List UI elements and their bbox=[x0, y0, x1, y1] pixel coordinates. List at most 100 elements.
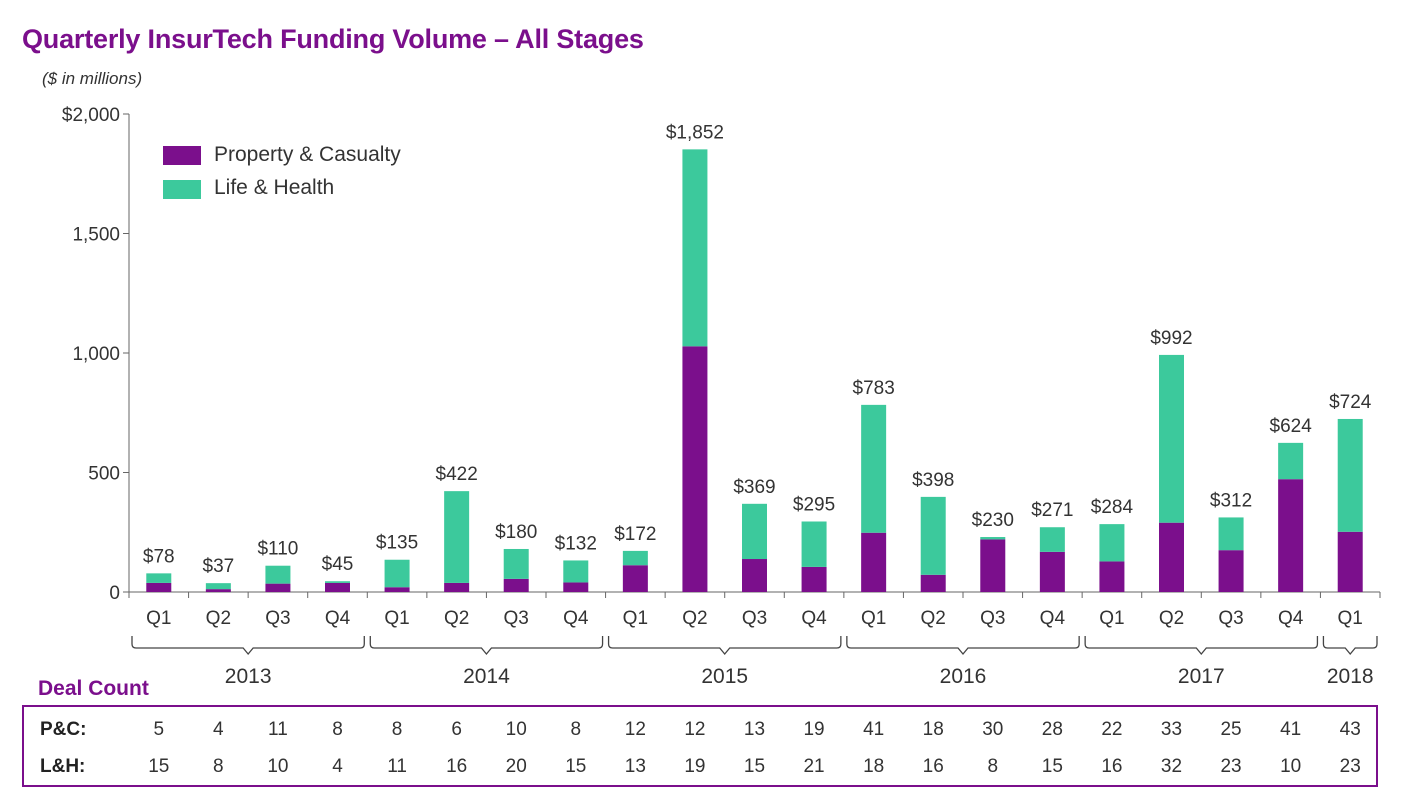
deal-count-lh-cell: 23 bbox=[1220, 756, 1242, 777]
deal-count-lh-cell: 15 bbox=[565, 756, 587, 777]
deal-count-pc-cell: 13 bbox=[743, 719, 766, 740]
y-tick-label: $2,000 bbox=[62, 105, 120, 126]
bar-life-health bbox=[801, 521, 827, 567]
deal-count-lh-cell: 21 bbox=[803, 756, 825, 777]
deal-count-lh-cell: 11 bbox=[387, 756, 407, 777]
bar-total-label: $135 bbox=[376, 533, 418, 554]
bar-property-casualty bbox=[742, 559, 767, 592]
x-tick-label: Q2 bbox=[444, 608, 469, 629]
pc-row-label: P&C: bbox=[40, 719, 87, 740]
bar-life-health bbox=[205, 583, 231, 590]
year-bracket bbox=[131, 636, 365, 656]
bar-property-casualty bbox=[1039, 551, 1065, 592]
x-tick-label: Q1 bbox=[861, 608, 886, 629]
bar-property-casualty bbox=[384, 587, 410, 592]
bar-total-label: $132 bbox=[555, 533, 597, 554]
y-tick-label: 500 bbox=[88, 464, 120, 485]
x-tick-label: Q3 bbox=[265, 608, 290, 629]
chart-title: Quarterly InsurTech Funding Volume – All… bbox=[22, 24, 644, 54]
year-label: 2016 bbox=[940, 665, 987, 688]
bar-property-casualty bbox=[325, 582, 350, 592]
y-tick-label: 1,000 bbox=[72, 344, 120, 365]
funding-bar-chart: 0 500 1,000 1,500 $2,000 $78 Q1 $37 Q2 $110 Q3 $45 Q… bbox=[62, 105, 1381, 688]
bar-life-health bbox=[622, 550, 648, 566]
deal-count-lh-cell: 13 bbox=[624, 756, 646, 777]
year-bracket bbox=[369, 636, 604, 656]
bar-property-casualty bbox=[563, 582, 589, 592]
bar-property-casualty bbox=[920, 574, 946, 592]
x-tick-label: Q4 bbox=[1278, 608, 1304, 629]
bar-total-label: $422 bbox=[436, 464, 478, 485]
deal-count-pc-cell: 30 bbox=[982, 719, 1004, 740]
bar-life-health bbox=[563, 560, 589, 583]
deal-count-pc-cell: 22 bbox=[1101, 719, 1123, 740]
x-tick-label: Q1 bbox=[384, 608, 409, 629]
bar-property-casualty bbox=[205, 589, 231, 592]
bar-total-label: $110 bbox=[257, 539, 298, 560]
bar-total-label: $37 bbox=[203, 556, 235, 577]
bar-total-label: $230 bbox=[972, 510, 1014, 531]
bar-property-casualty bbox=[146, 582, 172, 592]
bar-property-casualty bbox=[1278, 479, 1304, 592]
deal-count-lh-cell: 8 bbox=[987, 756, 999, 777]
bar-life-health bbox=[325, 581, 350, 583]
bar-total-label: $45 bbox=[322, 554, 354, 575]
y-tick-label: 1,500 bbox=[72, 225, 120, 246]
bar-life-health bbox=[1218, 517, 1244, 551]
bar-total-label: $1,852 bbox=[666, 122, 724, 143]
year-label: 2013 bbox=[225, 665, 272, 688]
bar-property-casualty bbox=[265, 583, 291, 592]
bar-life-health bbox=[265, 565, 291, 584]
chart-subtitle: ($ in millions) bbox=[42, 69, 143, 88]
year-bracket bbox=[1084, 636, 1319, 656]
deal-count-pc-cell: 25 bbox=[1220, 719, 1242, 740]
deal-count-pc-cell: 41 bbox=[1280, 719, 1302, 740]
legend-label-property-casualty: Property & Casualty bbox=[214, 143, 401, 166]
deal-count-lh-cell: 10 bbox=[1280, 756, 1302, 777]
bar-life-health bbox=[1039, 527, 1065, 552]
bar-life-health bbox=[861, 404, 887, 533]
bar-life-health bbox=[1278, 442, 1304, 480]
deal-count-title: Deal Count bbox=[38, 677, 149, 700]
lh-row-label: L&H: bbox=[40, 756, 86, 777]
bar-property-casualty bbox=[1159, 522, 1184, 592]
year-label: 2014 bbox=[463, 665, 510, 688]
bar-property-casualty bbox=[1218, 550, 1244, 592]
deal-count-lh-cell: 23 bbox=[1339, 756, 1361, 777]
year-bracket bbox=[1322, 636, 1378, 656]
bar-property-casualty bbox=[444, 582, 470, 592]
deal-count-pc-cell: 41 bbox=[863, 719, 885, 740]
bar-life-health bbox=[503, 548, 529, 579]
bar-total-label: $271 bbox=[1031, 500, 1073, 521]
deal-count-pc-cell: 28 bbox=[1041, 719, 1063, 740]
bar-property-casualty bbox=[622, 565, 648, 592]
x-tick-label: Q4 bbox=[325, 608, 351, 629]
bar-property-casualty bbox=[980, 539, 1006, 592]
deal-count-lh-cell: 15 bbox=[743, 756, 766, 777]
bar-property-casualty bbox=[1099, 561, 1125, 592]
bar-total-label: $369 bbox=[733, 477, 775, 498]
deal-count-pc-cell: 10 bbox=[505, 719, 527, 740]
deal-count-lh-cell: 32 bbox=[1160, 756, 1183, 777]
bar-total-label: $398 bbox=[912, 470, 954, 491]
bar-life-health bbox=[742, 503, 767, 560]
deal-count-pc-cell: 8 bbox=[570, 719, 582, 740]
deal-count-lh-cell: 18 bbox=[863, 756, 885, 777]
x-tick-label: Q3 bbox=[1218, 608, 1243, 629]
x-tick-label: Q2 bbox=[1159, 608, 1184, 629]
bar-life-health bbox=[920, 496, 946, 575]
bar-total-label: $78 bbox=[143, 546, 175, 567]
x-tick-label: Q2 bbox=[206, 608, 231, 629]
deal-count-pc-cell: 6 bbox=[451, 719, 462, 740]
bar-life-health bbox=[980, 537, 1006, 540]
deal-count-lh-cell: 15 bbox=[1041, 756, 1063, 777]
bar-total-label: $312 bbox=[1210, 490, 1252, 511]
bar-life-health bbox=[444, 491, 470, 583]
bar-total-label: $783 bbox=[853, 378, 895, 399]
legend-swatch-property-casualty bbox=[163, 146, 201, 165]
bar-total-label: $992 bbox=[1150, 328, 1192, 349]
bar-life-health bbox=[1099, 524, 1125, 562]
deal-count-lh-cell: 15 bbox=[148, 756, 170, 777]
deal-count-lh-cell: 20 bbox=[505, 756, 527, 777]
deal-count-pc-cell: 33 bbox=[1160, 719, 1183, 740]
